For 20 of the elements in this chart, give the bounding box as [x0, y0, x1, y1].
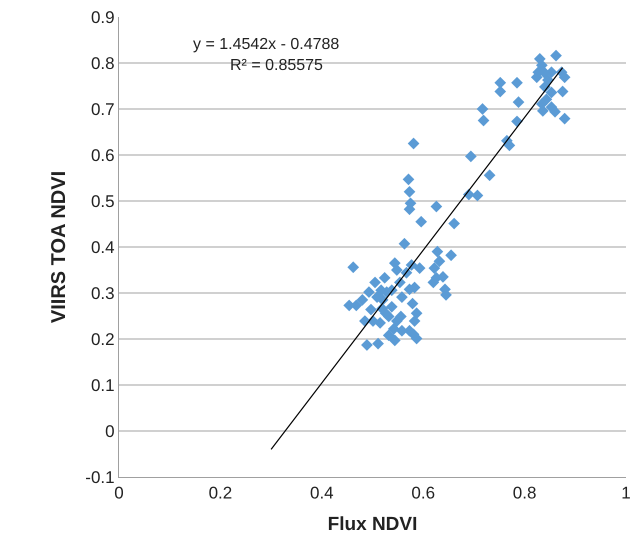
y-tick-label: 0.9 [90, 8, 115, 27]
x-tick-label: 0.8 [512, 483, 536, 502]
y-tick-label: 0.7 [90, 100, 115, 119]
x-tick-label: 0.6 [411, 483, 436, 502]
y-tick-label: 0.6 [90, 146, 115, 165]
y-tick-label: -0.1 [85, 468, 115, 487]
x-axis-title: Flux NDVI [328, 514, 418, 536]
annotation: y = 1.4542x - 0.4788 [193, 36, 340, 53]
x-tick-label: 0.4 [310, 483, 334, 502]
y-axis-title: VIIRS TOA NDVI [48, 170, 70, 324]
y-tick-label: 0.2 [90, 330, 115, 349]
y-tick-label: 0 [105, 422, 115, 441]
y-tick-label: 0.1 [90, 376, 115, 395]
x-tick-label: 0.2 [208, 483, 232, 502]
y-tick-label: 0.4 [90, 238, 115, 257]
y-tick-label: 0.5 [90, 192, 115, 211]
x-tick-label: 1 [621, 483, 631, 502]
annotation: R² = 0.85575 [230, 57, 324, 74]
y-tick-label: 0.8 [90, 54, 115, 73]
y-tick-label: 0.3 [90, 284, 115, 303]
